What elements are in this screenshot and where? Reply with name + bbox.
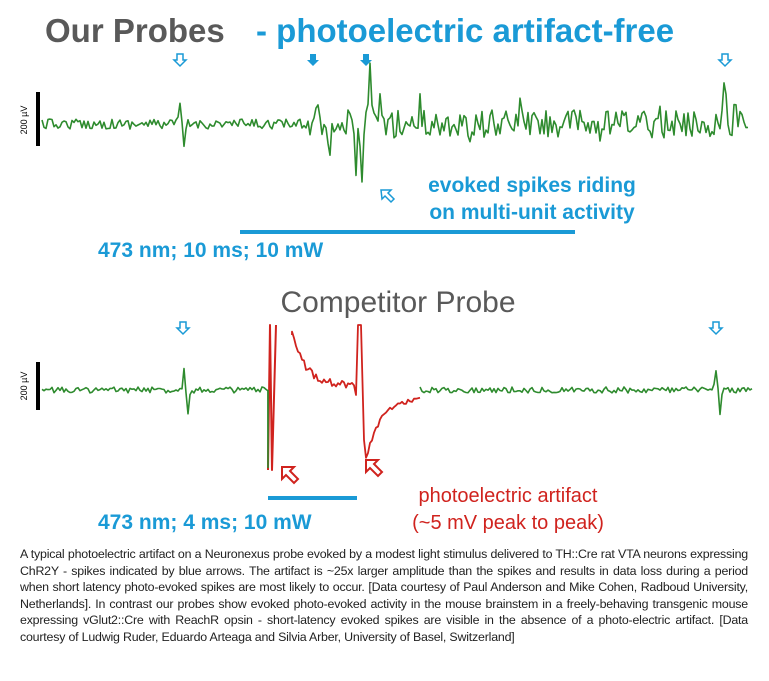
scale-label: 200 µV (19, 372, 29, 401)
subtitle: Competitor Probe (280, 286, 515, 319)
title-sub: - photoelectric artifact-free (256, 12, 674, 49)
scale-label: 200 µV (19, 106, 29, 135)
trace (41, 62, 749, 183)
traces-panel: Our Probes - photoelectric artifact-free… (19, 12, 753, 534)
arrows-filled (307, 54, 372, 66)
stimulus-bar (240, 230, 575, 234)
trace (419, 370, 753, 416)
annotation: (~5 mV peak to peak) (412, 512, 604, 534)
annotation: on multi-unit activity (429, 201, 635, 224)
caption: A typical photoelectric artifact on a Ne… (20, 547, 748, 644)
red-arrows (281, 459, 384, 485)
annotation: evoked spikes riding (428, 174, 636, 197)
trace (291, 324, 421, 459)
stimulus-label: 473 nm; 4 ms; 10 mW (98, 511, 312, 534)
title-main: Our Probes (45, 12, 225, 49)
stimulus-label: 473 nm; 10 ms; 10 mW (98, 239, 323, 262)
stimulus-bar (268, 496, 357, 500)
trace (267, 324, 277, 471)
trace (41, 367, 269, 470)
annotation: photoelectric artifact (419, 485, 598, 507)
arrows (172, 53, 733, 336)
